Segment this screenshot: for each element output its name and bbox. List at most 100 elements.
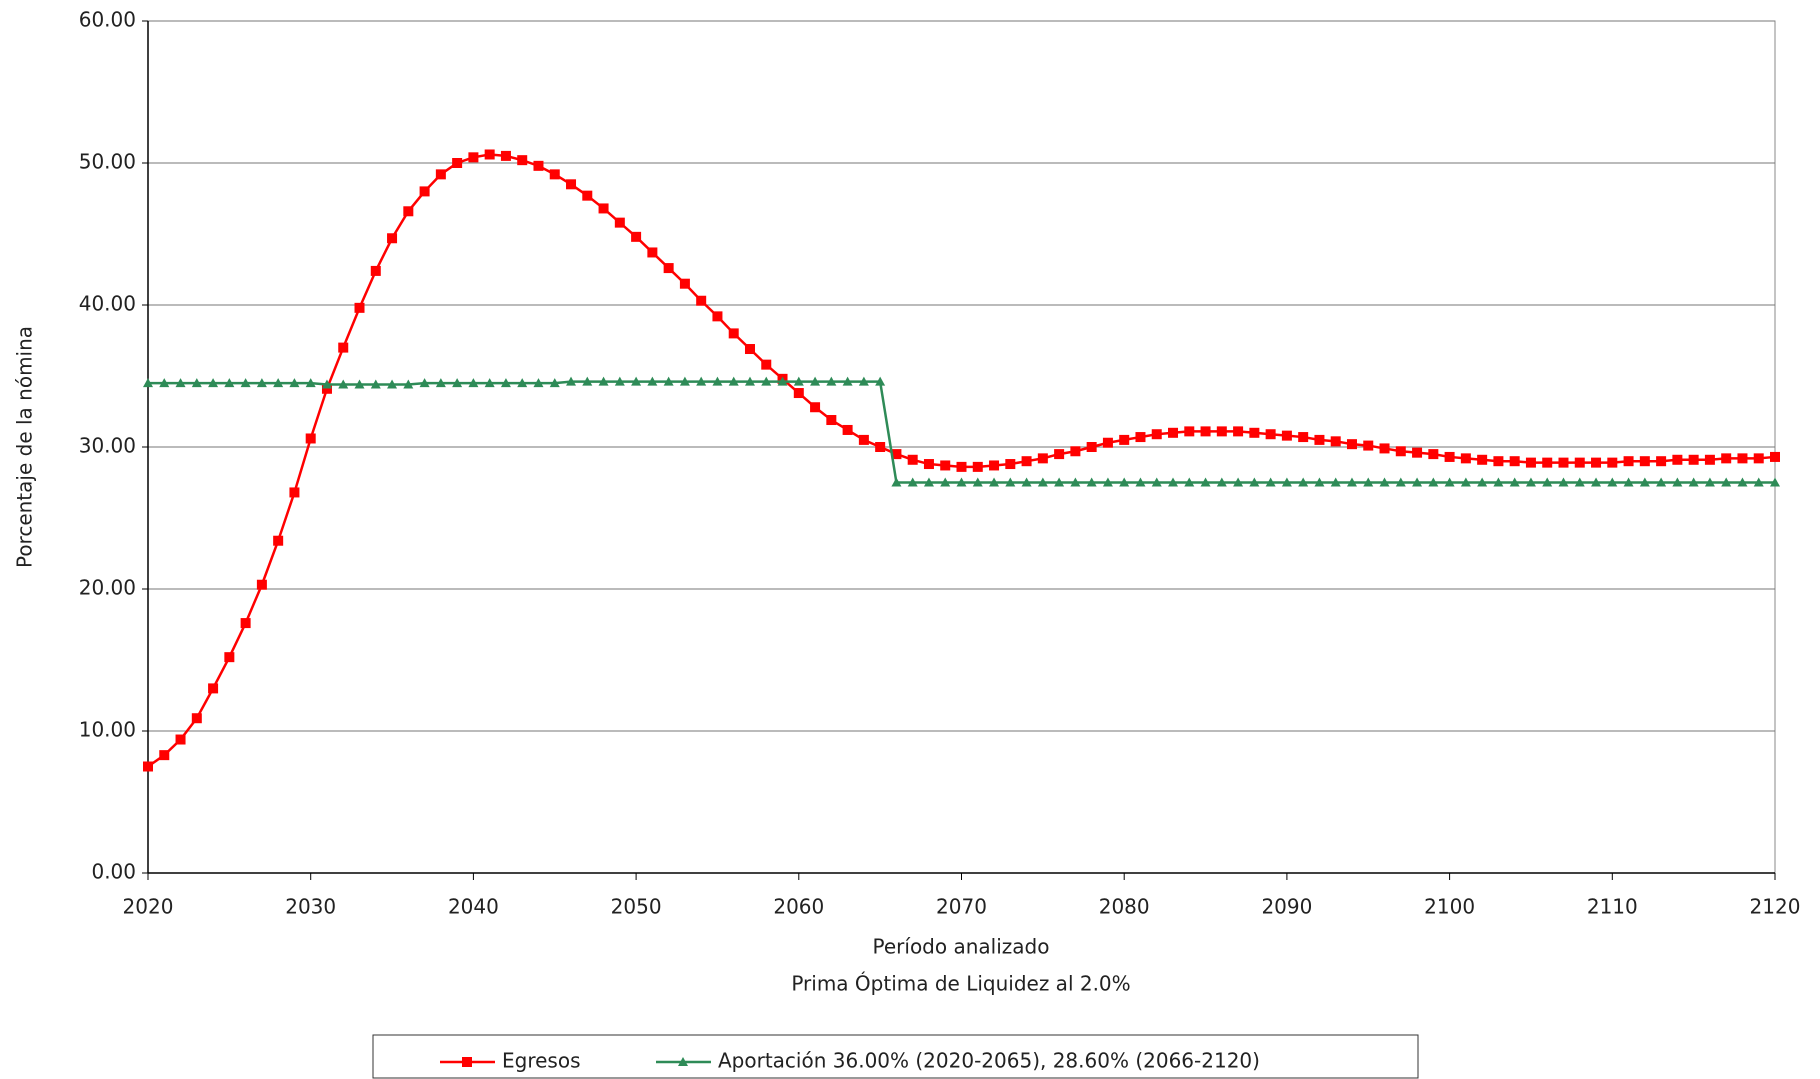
data-point <box>826 376 837 386</box>
data-point <box>435 169 446 180</box>
data-point <box>484 149 495 160</box>
data-point <box>1704 477 1715 487</box>
x-tick-label: 2030 <box>285 895 336 919</box>
data-point <box>289 487 300 498</box>
data-point <box>1265 477 1276 487</box>
legend-marker <box>678 1057 688 1066</box>
data-point <box>1509 477 1520 487</box>
data-point <box>1037 453 1048 464</box>
x-tick-label: 2110 <box>1587 895 1638 919</box>
data-point <box>1102 477 1113 487</box>
data-point <box>1281 477 1292 487</box>
data-point <box>1395 477 1406 487</box>
data-point <box>240 618 251 629</box>
legend-label: Egresos <box>502 1049 581 1073</box>
data-point <box>1395 446 1406 457</box>
data-point <box>1688 477 1699 487</box>
data-point <box>1493 477 1504 487</box>
data-point <box>1558 457 1569 468</box>
y-tick-label: 40.00 <box>79 292 136 316</box>
data-point <box>793 376 804 386</box>
data-point <box>419 186 430 197</box>
data-point <box>1428 449 1439 460</box>
data-point <box>907 454 918 465</box>
data-point <box>208 378 219 388</box>
data-point <box>533 160 544 171</box>
data-point <box>468 378 479 388</box>
x-tick-label: 2080 <box>1099 895 1150 919</box>
data-point <box>712 376 723 386</box>
data-point <box>1460 453 1471 464</box>
legend-label: Aportación 36.00% (2020-2065), 28.60% (2… <box>718 1049 1260 1073</box>
data-point <box>549 169 560 180</box>
data-point <box>549 378 560 388</box>
data-point <box>1444 451 1455 462</box>
legend-box <box>372 1034 1419 1079</box>
data-point <box>1623 477 1634 487</box>
data-point <box>1216 477 1227 487</box>
data-point <box>452 158 463 168</box>
data-point <box>582 190 593 201</box>
data-point <box>1656 477 1667 487</box>
y-tick-label: 10.00 <box>79 718 136 742</box>
data-point <box>273 535 284 546</box>
data-point <box>1688 454 1699 465</box>
data-point <box>728 328 739 339</box>
data-point <box>338 379 349 389</box>
data-point <box>842 424 853 435</box>
data-point <box>989 477 1000 487</box>
data-point <box>1623 456 1634 467</box>
data-point <box>1444 477 1455 487</box>
data-point <box>875 442 886 452</box>
data-point <box>1233 426 1244 437</box>
data-point <box>1542 477 1553 487</box>
data-point <box>989 460 1000 471</box>
data-point <box>240 378 251 388</box>
x-tick-label: 2020 <box>123 895 174 919</box>
data-point <box>1330 436 1341 447</box>
data-point <box>940 477 951 487</box>
y-tick-label: 60.00 <box>79 8 136 32</box>
data-point <box>224 652 235 663</box>
data-point <box>1412 447 1423 458</box>
data-point <box>744 344 755 355</box>
y-axis-label: Porcentaje de la nómina <box>13 326 37 568</box>
data-point <box>1151 429 1162 440</box>
data-point <box>1591 477 1602 487</box>
data-point <box>370 265 381 276</box>
data-point <box>256 378 267 388</box>
data-point <box>891 449 902 460</box>
x-axis-label: Período analizado <box>873 935 1050 959</box>
subtitle: Prima Óptima de Liquidez al 2.0% <box>791 972 1130 996</box>
data-point <box>1346 439 1357 450</box>
data-point <box>712 311 723 322</box>
data-point <box>1249 427 1260 438</box>
data-point <box>1005 477 1016 487</box>
data-point <box>972 477 983 487</box>
data-point <box>517 155 528 166</box>
data-point <box>1477 477 1488 487</box>
data-point <box>1037 477 1048 487</box>
data-point <box>598 203 609 214</box>
x-tick-label: 2090 <box>1261 895 1312 919</box>
data-point <box>452 378 463 388</box>
data-point <box>1346 477 1357 487</box>
x-tick-label: 2070 <box>936 895 987 919</box>
data-point <box>1021 477 1032 487</box>
data-point <box>533 378 544 388</box>
data-point <box>1249 477 1260 487</box>
x-tick-label: 2120 <box>1750 895 1801 919</box>
data-point <box>1558 477 1569 487</box>
data-point <box>1281 430 1292 441</box>
data-point <box>305 433 316 444</box>
data-point <box>1086 442 1097 452</box>
data-point <box>1607 457 1618 468</box>
x-tick-label: 2040 <box>448 895 499 919</box>
data-point <box>1574 477 1585 487</box>
data-point <box>631 376 642 386</box>
data-point <box>598 376 609 386</box>
data-point <box>761 359 772 370</box>
data-point <box>940 460 951 471</box>
data-point <box>1428 477 1439 487</box>
